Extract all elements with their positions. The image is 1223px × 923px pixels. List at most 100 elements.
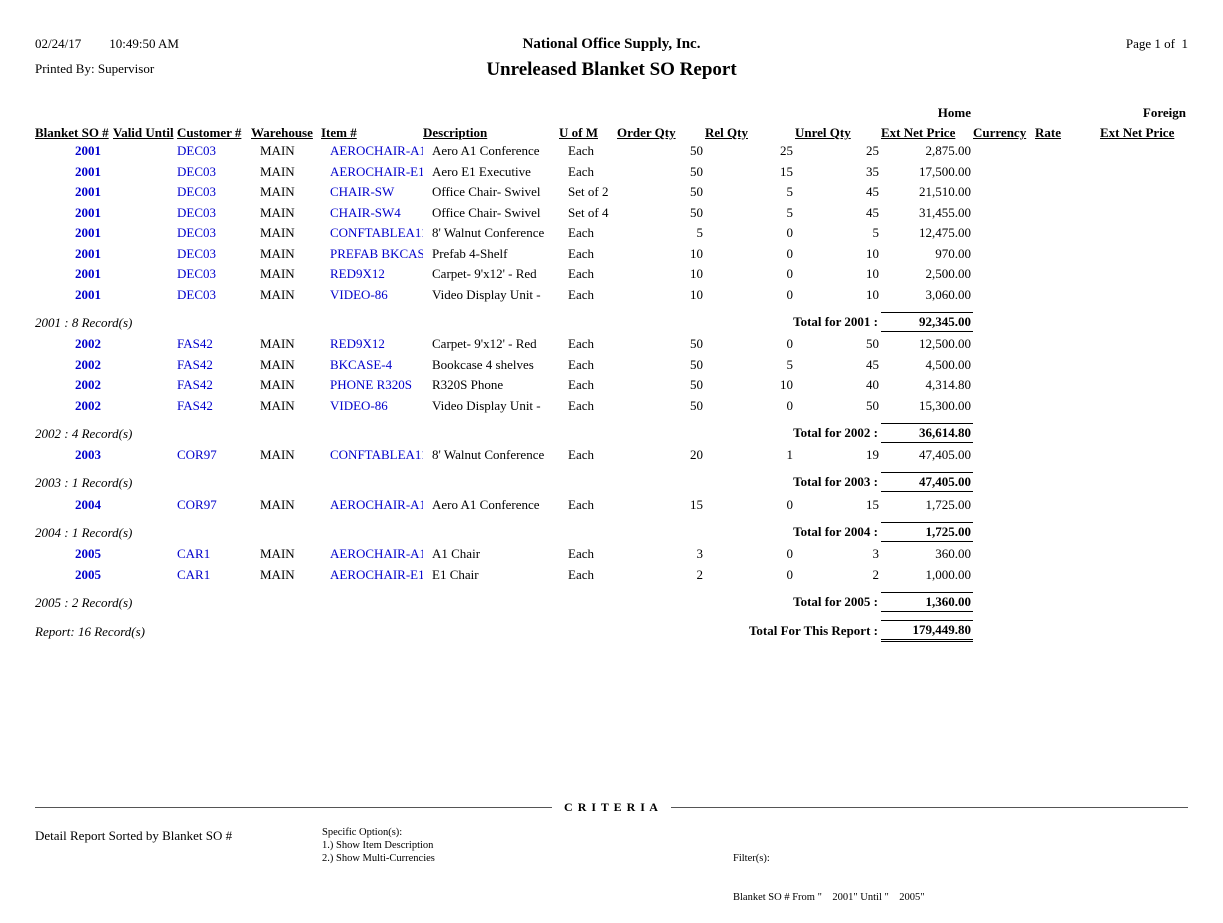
cell-blanket-so[interactable]: 2001 [75, 245, 101, 261]
cell-item[interactable]: AEROCHAIR-E1 [330, 566, 423, 582]
cell-item[interactable]: RED9X12 [330, 336, 385, 352]
cell-blanket-so[interactable]: 2001 [75, 266, 101, 282]
total-spacer [973, 614, 1188, 643]
cell-item[interactable]: AEROCHAIR-A1 [330, 546, 423, 562]
cell-blanket-so[interactable]: 2005 [75, 566, 101, 582]
cell-rel-qty: 0 [786, 245, 794, 261]
cell-unrel-qty: 35 [866, 163, 879, 179]
cell-customer[interactable]: FAS42 [177, 336, 213, 352]
cell-warehouse: MAIN [260, 225, 295, 241]
cell-currency [973, 141, 1035, 162]
cell-customer[interactable]: CAR1 [177, 566, 211, 582]
cell-order-qty: 50 [690, 377, 703, 393]
cell-item[interactable]: CONFTABLEA11K8 [330, 447, 423, 463]
cell-valid-until [113, 182, 177, 203]
cell-customer[interactable]: DEC03 [177, 184, 216, 200]
cell-customer[interactable]: DEC03 [177, 163, 216, 179]
group-total-label: Total for 2003 : [793, 474, 878, 489]
cell-customer[interactable]: FAS42 [177, 397, 213, 413]
table-row: 2001 DEC03 MAIN VIDEO-86 Video Display Unit … [35, 285, 1188, 306]
cell-unrel-qty: 45 [866, 204, 879, 220]
cell-order-qty: 50 [690, 204, 703, 220]
group-record-count: 2002 : 4 Record(s) [35, 425, 133, 441]
cell-item[interactable]: AEROCHAIR-E1 [330, 163, 423, 179]
cell-warehouse: MAIN [260, 245, 295, 261]
criteria-filters-title: Filter(s): [733, 853, 770, 864]
cell-uom: Each [568, 143, 594, 159]
cell-customer[interactable]: FAS42 [177, 356, 213, 372]
cell-warehouse: MAIN [260, 377, 295, 393]
cell-foreign-ext-net-price [1100, 334, 1188, 355]
cell-uom: Each [568, 266, 594, 282]
cell-rel-qty: 0 [786, 566, 794, 582]
cell-ext-net-price: 970.00 [935, 245, 971, 261]
cell-item[interactable]: BKCASE-4 [330, 356, 393, 372]
cell-blanket-so[interactable]: 2001 [75, 286, 101, 302]
table-row: 2001 DEC03 MAIN CONFTABLEA11K8 8' Walnut Con… [35, 223, 1188, 244]
table-row: 2001 DEC03 MAIN RED9X12 Carpet- 9'x12' - Red… [35, 264, 1188, 285]
cell-item[interactable]: VIDEO-86 [330, 286, 388, 302]
cell-blanket-so[interactable]: 2003 [75, 447, 101, 463]
cell-blanket-so[interactable]: 2002 [75, 377, 101, 393]
cell-foreign-ext-net-price [1100, 375, 1188, 396]
group-record-count: 2005 : 2 Record(s) [35, 594, 133, 610]
col-header-unrel-qty: Unrel Qty [795, 121, 881, 141]
table-row: 2004 COR97 MAIN AEROCHAIR-A1 Aero A1 Confere… [35, 495, 1188, 516]
cell-customer[interactable]: DEC03 [177, 143, 216, 159]
cell-customer[interactable]: DEC03 [177, 225, 216, 241]
group-total-row: 2002 : 4 Record(s) Total for 2002 :36,614… [35, 416, 1188, 445]
cell-customer[interactable]: DEC03 [177, 245, 216, 261]
cell-valid-until [113, 264, 177, 285]
cell-valid-until [113, 244, 177, 265]
cell-item[interactable]: CHAIR-SW [330, 184, 395, 200]
cell-rate [1035, 223, 1100, 244]
cell-description: Bookcase 4 shelves [432, 356, 534, 372]
cell-item[interactable]: CHAIR-SW4 [330, 204, 401, 220]
cell-customer[interactable]: DEC03 [177, 266, 216, 282]
criteria-option: 1.) Show Item Description [322, 840, 434, 851]
cell-blanket-so[interactable]: 2002 [75, 356, 101, 372]
col-header-description: Description [423, 121, 559, 141]
cell-rel-qty: 5 [786, 356, 794, 372]
cell-foreign-ext-net-price [1100, 355, 1188, 376]
cell-customer[interactable]: DEC03 [177, 204, 216, 220]
cell-description: Aero E1 Executive [432, 163, 531, 179]
cell-currency [973, 334, 1035, 355]
cell-item[interactable]: PHONE R320S [330, 377, 412, 393]
cell-ext-net-price: 47,405.00 [919, 447, 971, 463]
col-header-order-qty: Order Qty [617, 121, 705, 141]
cell-blanket-so[interactable]: 2004 [75, 496, 101, 512]
cell-item[interactable]: CONFTABLEA11K8 [330, 225, 423, 241]
cell-customer[interactable]: FAS42 [177, 377, 213, 393]
cell-blanket-so[interactable]: 2002 [75, 336, 101, 352]
cell-customer[interactable]: COR97 [177, 496, 217, 512]
col-header-label: U of M [559, 125, 598, 140]
group-record-count: 2004 : 1 Record(s) [35, 524, 133, 540]
criteria-filters: Filter(s): Blanket SO # From " 2001" Unt… [733, 826, 925, 923]
cell-item[interactable]: AEROCHAIR-A1 [330, 496, 423, 512]
cell-blanket-so[interactable]: 2001 [75, 184, 101, 200]
cell-customer[interactable]: CAR1 [177, 546, 211, 562]
cell-blanket-so[interactable]: 2001 [75, 225, 101, 241]
cell-item[interactable]: PREFAB BKCASE 1 [330, 245, 423, 261]
cell-order-qty: 50 [690, 184, 703, 200]
cell-blanket-so[interactable]: 2001 [75, 143, 101, 159]
cell-valid-until [113, 445, 177, 466]
cell-item[interactable]: VIDEO-86 [330, 397, 388, 413]
cell-blanket-so[interactable]: 2001 [75, 163, 101, 179]
divider-line [670, 807, 1189, 808]
cell-description: Video Display Unit - [432, 286, 541, 302]
cell-item[interactable]: AEROCHAIR-A1 [330, 143, 423, 159]
cell-ext-net-price: 21,510.00 [919, 184, 971, 200]
cell-customer[interactable]: COR97 [177, 447, 217, 463]
criteria-options: Specific Option(s): 1.) Show Item Descri… [322, 826, 435, 865]
cell-currency [973, 285, 1035, 306]
cell-rel-qty: 0 [786, 266, 794, 282]
pre-header-spacer [35, 104, 881, 121]
cell-blanket-so[interactable]: 2002 [75, 397, 101, 413]
cell-blanket-so[interactable]: 2001 [75, 204, 101, 220]
cell-item[interactable]: RED9X12 [330, 266, 385, 282]
cell-foreign-ext-net-price [1100, 162, 1188, 183]
cell-blanket-so[interactable]: 2005 [75, 546, 101, 562]
cell-customer[interactable]: DEC03 [177, 286, 216, 302]
